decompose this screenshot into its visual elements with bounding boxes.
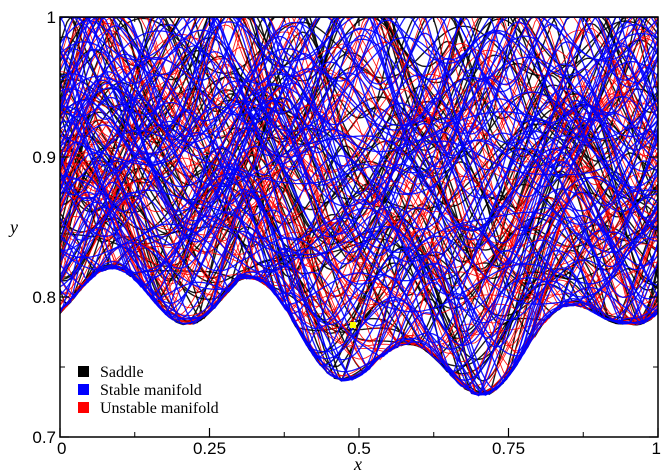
manifold-curve bbox=[60, 129, 658, 231]
manifold-curve bbox=[60, 17, 658, 142]
manifold-curve bbox=[60, 17, 658, 170]
manifold-curve bbox=[60, 29, 658, 180]
manifold-curve bbox=[60, 17, 658, 148]
manifold-curve bbox=[60, 23, 658, 200]
manifold-curve bbox=[60, 17, 658, 126]
manifold-curve bbox=[60, 211, 658, 396]
manifold-curve bbox=[60, 36, 658, 151]
legend-swatch bbox=[78, 402, 89, 413]
manifold-curve bbox=[60, 177, 658, 342]
legend-swatch bbox=[78, 366, 89, 377]
manifold-curve bbox=[60, 17, 658, 124]
x-tick-label: 0.25 bbox=[193, 439, 226, 458]
manifold-curve bbox=[60, 152, 658, 352]
manifold-curve bbox=[60, 198, 658, 396]
x-tick-label: 0 bbox=[57, 439, 66, 458]
x-tick-label: 1 bbox=[652, 439, 661, 458]
manifold-curve bbox=[60, 181, 658, 397]
manifold-curve bbox=[60, 17, 658, 136]
manifold-curve bbox=[60, 206, 658, 397]
y-tick-label: 0.8 bbox=[32, 288, 56, 307]
legend-label: Unstable manifold bbox=[100, 400, 219, 417]
manifold-curve bbox=[60, 90, 658, 237]
manifold-curve bbox=[60, 17, 658, 64]
manifold-curve bbox=[60, 57, 658, 131]
manifold-curve bbox=[60, 17, 658, 61]
y-tick-label: 1 bbox=[47, 8, 56, 27]
legend-label: Saddle bbox=[100, 364, 144, 381]
manifold-curve bbox=[60, 158, 658, 363]
marker-point bbox=[350, 322, 357, 328]
manifold-curve bbox=[60, 100, 658, 282]
manifold-curve bbox=[60, 198, 658, 316]
manifold-curve bbox=[60, 244, 658, 376]
legend-label: Stable manifold bbox=[100, 382, 202, 399]
curve-group bbox=[60, 17, 658, 397]
manifold-curve bbox=[60, 152, 658, 265]
manifold-curve bbox=[60, 152, 658, 347]
manifold-curve bbox=[60, 48, 658, 179]
legend-swatch bbox=[78, 384, 89, 395]
manifold-curve bbox=[60, 99, 658, 266]
manifold-curve bbox=[60, 191, 658, 313]
manifold-curve bbox=[60, 124, 658, 249]
manifold-curve bbox=[60, 141, 658, 344]
manifold-curve bbox=[60, 30, 658, 144]
axis-ticks: 0 0.25 0.5 0.75 1 0.7 0.8 0.9 1 bbox=[32, 8, 661, 458]
manifold-curve bbox=[60, 136, 658, 330]
manifold-curve bbox=[60, 17, 658, 120]
x-axis-title: x bbox=[353, 454, 362, 473]
manifold-curve bbox=[60, 87, 658, 231]
manifold-curve bbox=[60, 17, 658, 93]
x-tick-label: 0.5 bbox=[347, 439, 371, 458]
manifold-curve bbox=[60, 17, 658, 157]
manifold-curve bbox=[60, 79, 658, 249]
manifold-curve bbox=[60, 100, 658, 207]
manifold-curve bbox=[60, 127, 658, 280]
manifold-curve bbox=[60, 82, 658, 268]
y-tick-label: 0.7 bbox=[32, 428, 56, 447]
manifold-curve bbox=[60, 187, 658, 357]
manifold-curves bbox=[60, 17, 658, 397]
manifold-curve bbox=[60, 190, 658, 396]
manifold-curve bbox=[60, 229, 658, 383]
manifold-curve bbox=[60, 17, 658, 118]
x-tick-label: 0.75 bbox=[492, 439, 525, 458]
y-tick-label: 0.9 bbox=[32, 148, 56, 167]
y-axis-title: y bbox=[8, 217, 18, 237]
manifold-curve bbox=[60, 131, 658, 296]
manifold-curve bbox=[60, 45, 658, 195]
manifold-curve bbox=[60, 178, 658, 376]
manifold-curve bbox=[60, 99, 658, 174]
manifold-curve bbox=[60, 41, 658, 212]
manifold-curve bbox=[60, 17, 658, 160]
